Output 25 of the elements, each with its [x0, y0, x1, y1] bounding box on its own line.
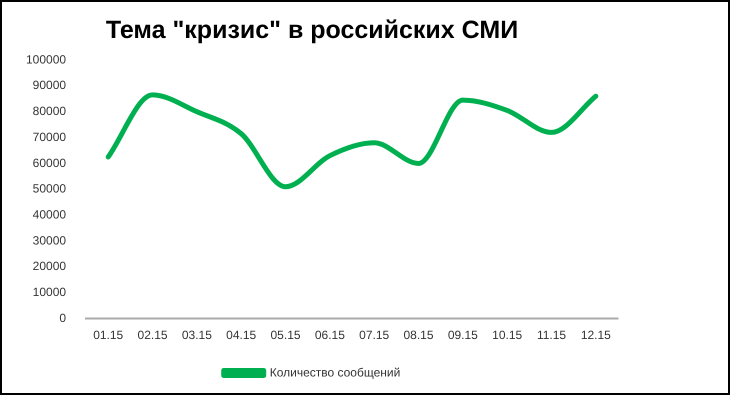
y-tick-label: 30000 [32, 233, 66, 248]
x-tick-label: 06.15 [314, 328, 346, 342]
x-tick-label: 03.15 [182, 328, 212, 342]
y-tick-label: 90000 [32, 78, 66, 92]
y-tick-label: 50000 [32, 182, 66, 196]
y-tick-label: 40000 [32, 207, 66, 222]
x-tick-label: 10.15 [492, 328, 523, 342]
x-tick-label: 01.15 [93, 328, 124, 342]
y-tick-label: 100000 [26, 52, 66, 66]
x-tick-label: 07.15 [359, 328, 390, 342]
y-tick-label: 20000 [32, 259, 66, 274]
y-tick-label: 0 [59, 310, 66, 325]
x-tick-label: 11.15 [536, 328, 566, 342]
legend-label: Количество сообщений [270, 365, 400, 380]
x-tick-label: 08.15 [404, 328, 434, 342]
x-tick-label: 04.15 [226, 328, 257, 342]
y-tick-label: 80000 [32, 104, 66, 118]
x-tick-label: 05.15 [270, 328, 301, 342]
x-tick-label: 12.15 [580, 328, 612, 342]
y-tick-label: 60000 [32, 156, 66, 170]
y-tick-label: 10000 [32, 285, 66, 300]
x-tick-label: 09.15 [448, 328, 478, 342]
y-tick-label: 70000 [32, 130, 66, 144]
chart-title: Тема "кризис" в российских СМИ [106, 16, 518, 44]
x-tick-label: 02.15 [138, 328, 168, 342]
